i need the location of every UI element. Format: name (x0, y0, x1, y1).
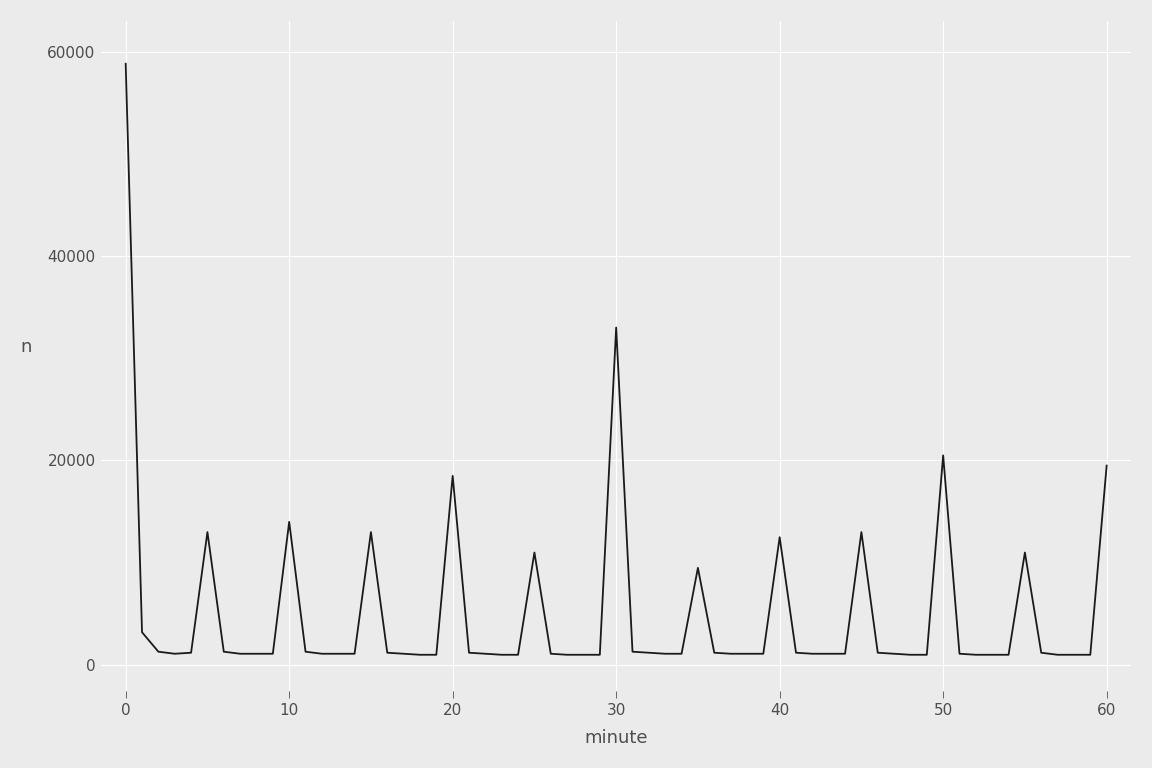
Y-axis label: n: n (21, 338, 32, 356)
X-axis label: minute: minute (584, 729, 647, 747)
